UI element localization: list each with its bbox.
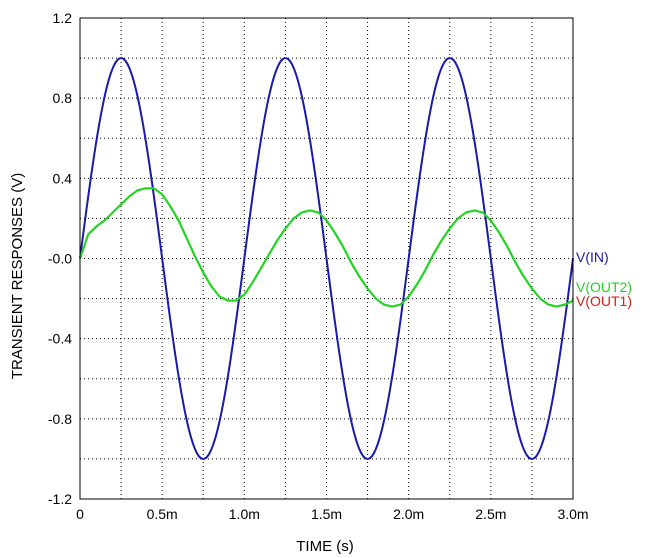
series-line-vin [79, 57, 574, 460]
series-label-vin: V(IN) [576, 249, 609, 265]
tick-labels: 0 0.5m 1.0m 1.5m 2.0m 2.5m 3.0m 1.2 0.8 0.4 -0.0 -0… [48, 10, 589, 522]
x-tick-label: 0 [76, 506, 84, 522]
x-tick-label: 3.0m [557, 506, 588, 522]
series-lines [78, 57, 574, 460]
series-labels: V(IN) V(OUT2)V(OUT1) [576, 249, 632, 309]
series-label-vout1: V(OUT1) [576, 293, 632, 309]
plot-frame [79, 17, 574, 500]
x-axis-label: TIME (s) [296, 538, 354, 555]
y-tick-label: -0.4 [48, 331, 72, 347]
series-line-vout2 [78, 187, 574, 308]
x-tick-label: 0.5m [147, 506, 178, 522]
y-tick-label: -0.8 [48, 411, 72, 427]
y-tick-label: -1.2 [48, 491, 72, 507]
x-tick-label: 2.5m [475, 506, 506, 522]
y-tick-label: 1.2 [53, 10, 73, 26]
y-tick-label: 0.8 [53, 90, 73, 106]
y-tick-label: -0.0 [48, 251, 72, 267]
y-tick-label: 0.4 [53, 170, 73, 186]
x-tick-label: 2.0m [393, 506, 424, 522]
y-axis-label: TRANSIENT RESPONSES (V) [9, 173, 26, 379]
series-label-vout2: V(OUT2) [576, 279, 632, 295]
x-tick-label: 1.0m [229, 506, 260, 522]
x-tick-label: 1.5m [311, 506, 342, 522]
